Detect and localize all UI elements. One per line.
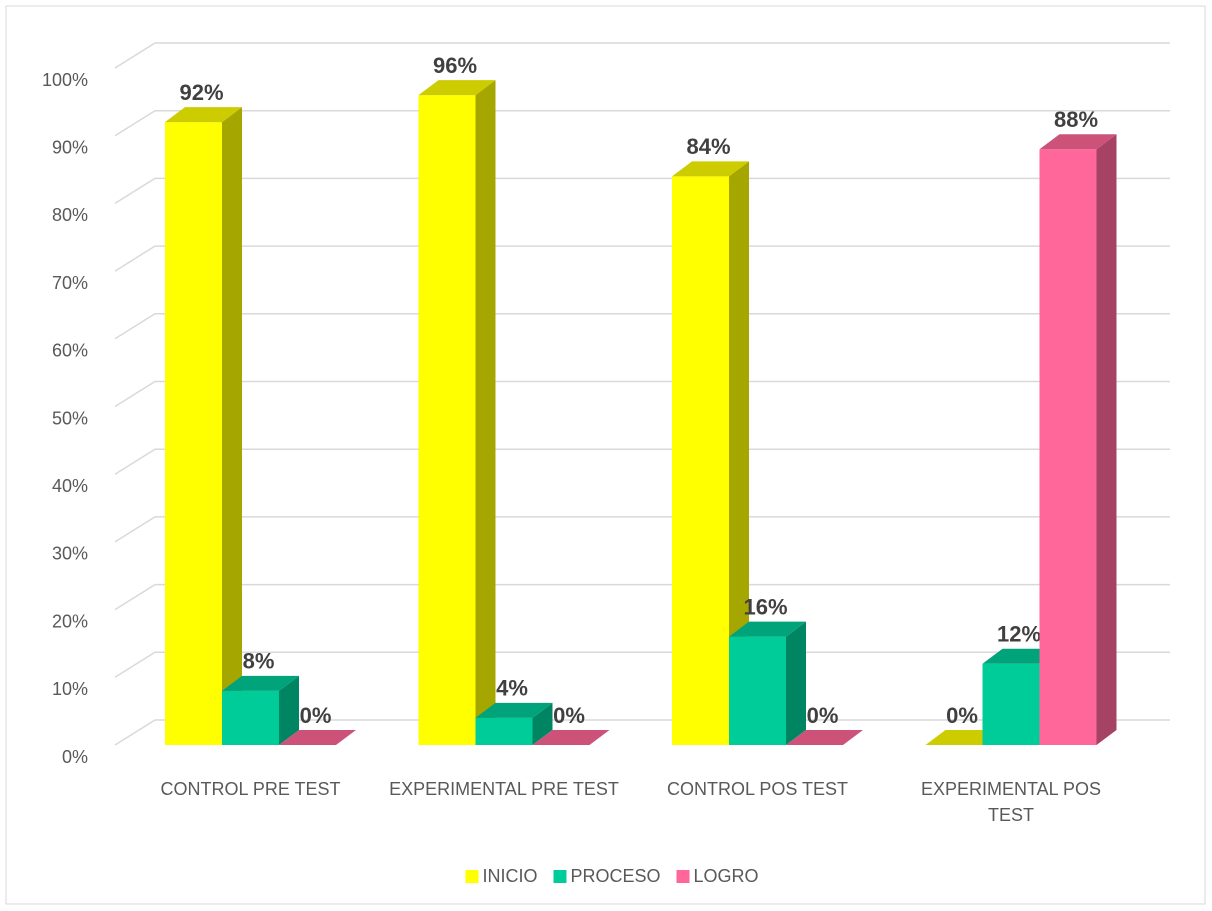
data-label: 96%	[433, 53, 477, 78]
data-label: 0%	[807, 703, 839, 728]
legend-swatch	[465, 870, 479, 883]
bar-top	[532, 730, 610, 745]
bar-top	[418, 80, 496, 96]
grid-line	[114, 719, 1170, 746]
data-label: 0%	[300, 703, 332, 728]
grid-line	[114, 109, 1170, 137]
y-tick-label: 70%	[52, 273, 88, 293]
bar-side	[222, 107, 242, 745]
grid-line	[114, 448, 1170, 475]
bar-side	[729, 161, 749, 745]
bar-front	[672, 176, 729, 745]
legend-label: PROCESO	[570, 866, 660, 886]
data-label: 16%	[743, 594, 787, 619]
grid-line	[114, 651, 1170, 678]
data-label: 0%	[946, 703, 978, 728]
y-tick-label: 0%	[62, 747, 88, 767]
y-tick-label: 30%	[52, 544, 88, 564]
bar-top	[222, 675, 299, 691]
y-tick-label: 90%	[52, 137, 88, 157]
bar-top	[279, 730, 356, 745]
grid-line	[114, 42, 1170, 69]
bar-top	[672, 161, 749, 177]
grid-line	[114, 516, 1170, 543]
bar-side	[532, 702, 553, 745]
bar-top	[729, 621, 806, 637]
bar-front	[418, 95, 476, 745]
bar-top	[475, 702, 553, 718]
legend-swatch	[676, 870, 690, 883]
data-label: 0%	[553, 703, 585, 728]
y-tick-label: 10%	[52, 679, 88, 699]
y-tick-label: 60%	[52, 341, 88, 361]
y-tick-label: 80%	[52, 205, 88, 225]
x-tick-label: EXPERIMENTAL POS TEST	[920, 779, 1102, 825]
legend-swatch	[553, 870, 567, 883]
data-label: 88%	[1054, 107, 1098, 132]
x-tick-label: CONTROL POS TEST	[666, 779, 849, 799]
bar-top	[165, 107, 242, 123]
data-label: 84%	[686, 134, 730, 159]
bar-front	[165, 122, 222, 745]
bar-side	[786, 621, 806, 745]
y-tick-label: 100%	[42, 70, 88, 90]
data-label: 4%	[496, 676, 528, 701]
bar-top	[1039, 134, 1117, 150]
bar-side	[279, 675, 299, 745]
bar-side	[475, 80, 496, 745]
grid-line	[114, 313, 1170, 340]
y-tick-label: 40%	[52, 476, 88, 496]
bar-top	[786, 730, 863, 745]
x-tick-label: CONTROL PRE TEST	[160, 779, 341, 799]
y-tick-label: 50%	[52, 408, 88, 428]
legend-label: LOGRO	[694, 866, 759, 886]
bar-front	[222, 690, 279, 745]
bar-front	[475, 717, 533, 745]
y-tick-label: 20%	[52, 611, 88, 631]
grid-line	[114, 380, 1170, 408]
data-label: 8%	[243, 649, 275, 674]
x-tick-label: EXPERIMENTAL PRE TEST	[389, 779, 619, 799]
data-label: 12%	[997, 622, 1041, 647]
bar-side	[1096, 134, 1117, 746]
data-label: 92%	[179, 80, 223, 105]
bar-front	[982, 663, 1040, 745]
bar-front	[1039, 149, 1097, 746]
grid-line	[114, 177, 1170, 205]
bar-front	[729, 636, 786, 745]
grid-line	[114, 245, 1170, 272]
grid-line	[114, 583, 1170, 611]
legend-label: INICIO	[482, 866, 537, 886]
